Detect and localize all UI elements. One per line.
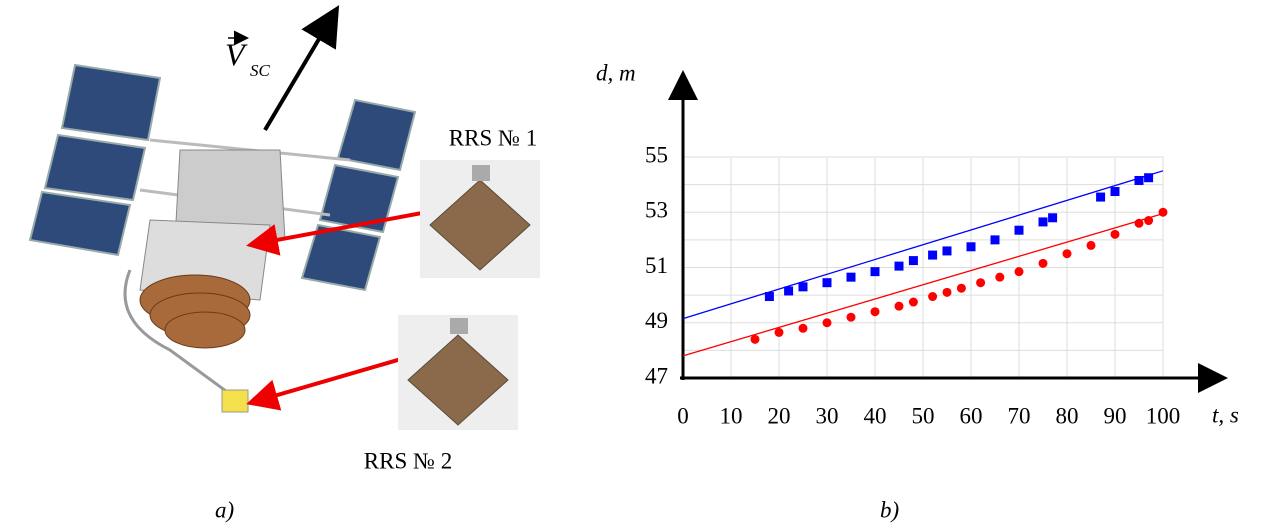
- y-tick-label: 55: [645, 142, 668, 167]
- y-tick-label: 47: [645, 363, 668, 388]
- point: [1048, 213, 1057, 222]
- velocity-subscript: SC: [250, 61, 271, 80]
- point: [1039, 259, 1048, 268]
- point: [1015, 267, 1024, 276]
- y-tick-label: 51: [645, 253, 668, 278]
- x-axis-label: t, s: [1212, 402, 1239, 427]
- point: [928, 292, 937, 301]
- point: [751, 335, 760, 344]
- point: [1015, 226, 1024, 235]
- point: [1096, 193, 1105, 202]
- point: [1111, 187, 1120, 196]
- x-tick-label: 80: [1056, 403, 1079, 428]
- panel-a-label: a): [215, 497, 234, 522]
- satellite-illustration: [30, 12, 540, 430]
- x-tick-label: 20: [768, 403, 791, 428]
- x-tick-label: 10: [720, 403, 743, 428]
- y-tick-label: 49: [645, 308, 668, 333]
- x-tick-label: 90: [1104, 403, 1127, 428]
- y-axis-label: d, m: [596, 60, 636, 85]
- x-tick-label: 100: [1146, 403, 1181, 428]
- point: [871, 267, 880, 276]
- x-tick-label: 60: [960, 403, 983, 428]
- point: [823, 318, 832, 327]
- x-tick-label: 70: [1008, 403, 1031, 428]
- point: [895, 302, 904, 311]
- point: [991, 235, 1000, 244]
- y-tick-label: 53: [645, 198, 668, 223]
- point: [909, 298, 918, 307]
- point: [1063, 249, 1072, 258]
- figure: V SC RRS № 1 RRS № 2 a) b) d, m t, s 0 10…: [0, 0, 1268, 527]
- point: [928, 251, 937, 260]
- rrs2-label: RRS № 2: [364, 448, 452, 473]
- point: [943, 288, 952, 297]
- point: [799, 282, 808, 291]
- x-tick-label: 50: [912, 403, 935, 428]
- point: [1159, 208, 1168, 217]
- point: [775, 328, 784, 337]
- point: [967, 242, 976, 251]
- point: [823, 278, 832, 287]
- point: [1111, 230, 1120, 239]
- point: [871, 307, 880, 316]
- point: [976, 278, 985, 287]
- point: [1087, 241, 1096, 250]
- point: [847, 273, 856, 282]
- rrs1-label: RRS № 1: [449, 125, 537, 150]
- point: [957, 284, 966, 293]
- point: [784, 286, 793, 295]
- point: [995, 273, 1004, 282]
- x-tick-label: 40: [864, 403, 887, 428]
- point: [895, 262, 904, 271]
- point: [943, 246, 952, 255]
- x-tick-label: 0: [677, 403, 689, 428]
- point: [909, 256, 918, 265]
- point: [1039, 217, 1048, 226]
- panel-b-label: b): [880, 497, 899, 522]
- point: [847, 313, 856, 322]
- velocity-label: V: [225, 36, 248, 72]
- point: [799, 324, 808, 333]
- x-tick-label: 30: [816, 403, 839, 428]
